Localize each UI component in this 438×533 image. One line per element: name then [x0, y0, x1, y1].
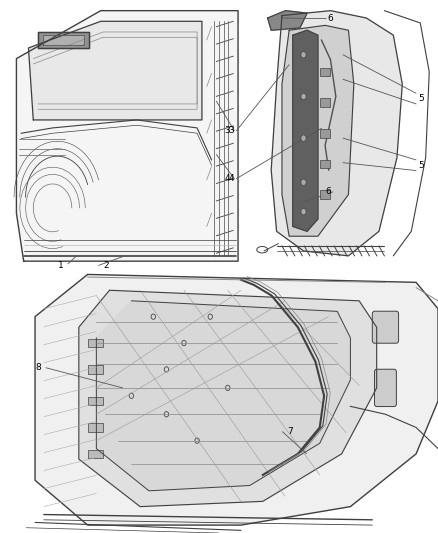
- Circle shape: [301, 135, 306, 141]
- Bar: [320, 68, 330, 76]
- Bar: [320, 190, 330, 199]
- Text: 3: 3: [224, 126, 230, 135]
- Polygon shape: [35, 274, 438, 525]
- Text: 2: 2: [103, 261, 109, 270]
- Bar: [88, 397, 103, 405]
- Bar: [320, 98, 330, 107]
- Polygon shape: [28, 21, 202, 120]
- Text: 6: 6: [328, 14, 334, 23]
- Text: 4: 4: [229, 174, 234, 183]
- Bar: [88, 339, 103, 348]
- Text: 4: 4: [224, 174, 230, 183]
- Polygon shape: [17, 11, 238, 261]
- Text: 6: 6: [325, 188, 331, 196]
- Text: 3: 3: [229, 126, 234, 135]
- Polygon shape: [268, 11, 307, 30]
- Polygon shape: [38, 32, 88, 48]
- Text: 1: 1: [58, 261, 64, 270]
- Polygon shape: [96, 301, 350, 491]
- Bar: [88, 423, 103, 432]
- Text: 5: 5: [418, 94, 424, 103]
- Bar: [320, 160, 330, 168]
- Bar: [88, 450, 103, 458]
- Circle shape: [301, 93, 306, 100]
- FancyBboxPatch shape: [372, 311, 399, 343]
- Bar: [88, 365, 103, 374]
- Polygon shape: [79, 290, 377, 506]
- Text: 8: 8: [36, 364, 42, 372]
- Polygon shape: [271, 11, 402, 256]
- FancyBboxPatch shape: [374, 369, 396, 407]
- Bar: [320, 129, 330, 138]
- Polygon shape: [43, 35, 84, 45]
- Circle shape: [301, 208, 306, 215]
- Polygon shape: [282, 26, 354, 236]
- Text: 7: 7: [287, 427, 293, 436]
- Text: 5: 5: [418, 161, 424, 169]
- Circle shape: [301, 52, 306, 58]
- Polygon shape: [293, 30, 318, 231]
- Circle shape: [301, 179, 306, 185]
